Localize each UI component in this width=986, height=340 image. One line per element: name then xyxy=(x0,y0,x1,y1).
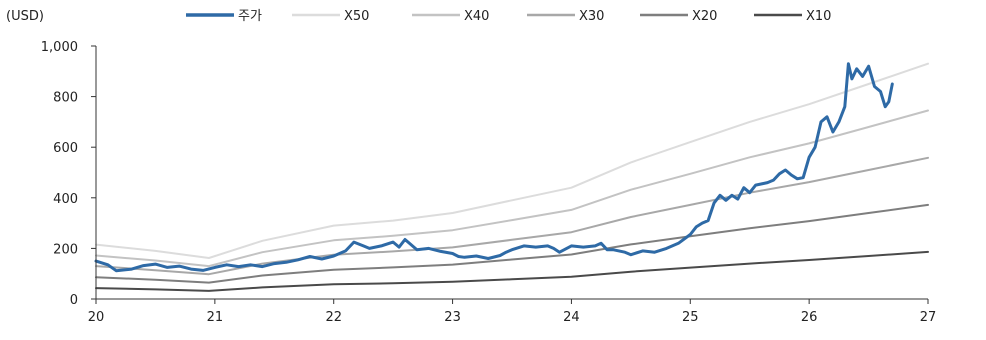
legend-label-x50: X50 xyxy=(344,9,369,24)
series-line-x20 xyxy=(95,203,929,284)
x-tick-label: 22 xyxy=(325,310,342,325)
axes: 0 200 400 600 800 1,000 20 21 22 23 24 25 26 27 xyxy=(41,40,936,325)
y-axis-unit-label: (USD) xyxy=(6,9,44,24)
x-tick-label: 21 xyxy=(207,310,224,325)
legend-label-x40: X40 xyxy=(464,9,489,24)
y-tick-label: 1,000 xyxy=(41,40,78,55)
x-tick-label: 26 xyxy=(801,310,818,325)
y-tick-label: 0 xyxy=(70,293,78,308)
y-tick-label: 400 xyxy=(53,192,78,207)
x-tick-label: 25 xyxy=(682,310,699,325)
y-tick-label: 600 xyxy=(53,141,78,156)
series-line-price xyxy=(94,62,894,273)
x-tick-label: 23 xyxy=(444,310,461,325)
legend-label-x30: X30 xyxy=(579,9,604,24)
x-tick-label: 24 xyxy=(563,310,580,325)
series-line-x40 xyxy=(95,109,929,268)
series-line-x30 xyxy=(95,156,929,276)
series-layer xyxy=(94,62,929,292)
y-tick-label: 200 xyxy=(53,242,78,257)
legend: 주가 X50 X40 X30 X20 X10 xyxy=(186,9,831,24)
y-tick-label: 800 xyxy=(53,91,78,106)
x-tick-label: 27 xyxy=(920,310,937,325)
series-line-x50 xyxy=(95,62,929,259)
legend-label-x10: X10 xyxy=(806,9,831,24)
series-line-x10 xyxy=(95,250,929,292)
legend-label-x20: X20 xyxy=(692,9,717,24)
x-tick-label: 20 xyxy=(88,310,105,325)
legend-label-price: 주가 xyxy=(238,9,262,24)
